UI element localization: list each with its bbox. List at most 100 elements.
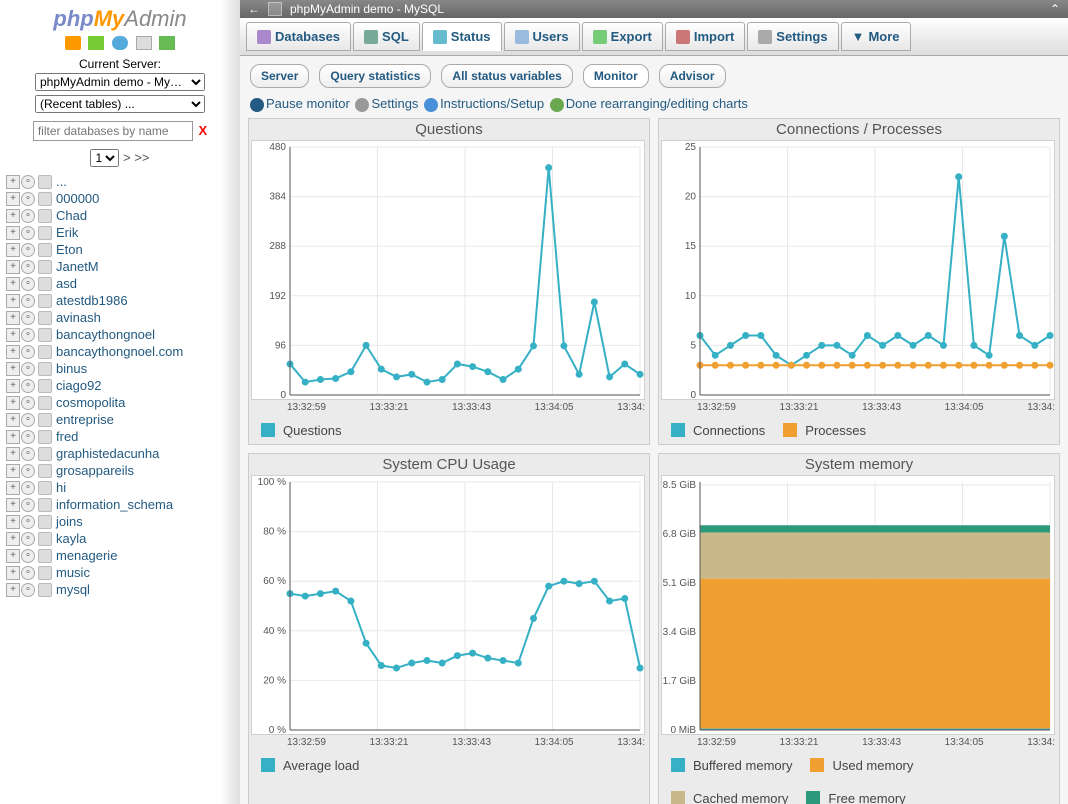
expand-icon[interactable]: + (6, 328, 20, 342)
link-icon[interactable]: ∘ (21, 362, 35, 376)
expand-icon[interactable]: + (6, 192, 20, 206)
link-icon[interactable]: ∘ (21, 345, 35, 359)
link-icon[interactable]: ∘ (21, 243, 35, 257)
database-name[interactable]: Chad (56, 208, 87, 223)
link-icon[interactable]: ∘ (21, 481, 35, 495)
expand-icon[interactable]: + (6, 277, 20, 291)
link-icon[interactable]: ∘ (21, 498, 35, 512)
database-name[interactable]: Erik (56, 225, 78, 240)
link-icon[interactable]: ∘ (21, 430, 35, 444)
expand-icon[interactable]: + (6, 549, 20, 563)
tab-export[interactable]: Export (582, 22, 663, 51)
database-name[interactable]: hi (56, 480, 66, 495)
link-icon[interactable]: ∘ (21, 515, 35, 529)
expand-icon[interactable]: + (6, 175, 20, 189)
database-name[interactable]: music (56, 565, 90, 580)
database-name[interactable]: joins (56, 514, 83, 529)
database-name[interactable]: bancaythongnoel.com (56, 344, 183, 359)
database-name[interactable]: menagerie (56, 548, 117, 563)
expand-icon[interactable]: + (6, 566, 20, 580)
done-rearranging-link[interactable]: Done rearranging/editing charts (566, 96, 748, 111)
tab-status[interactable]: Status (422, 22, 502, 51)
database-name[interactable]: atestdb1986 (56, 293, 128, 308)
instructions-link[interactable]: Instructions/Setup (440, 96, 544, 111)
link-icon[interactable]: ∘ (21, 379, 35, 393)
database-name[interactable]: information_schema (56, 497, 173, 512)
subtab-monitor[interactable]: Monitor (583, 64, 649, 88)
link-icon[interactable]: ∘ (21, 413, 35, 427)
expand-icon[interactable]: + (6, 311, 20, 325)
database-name[interactable]: Eton (56, 242, 83, 257)
link-icon[interactable]: ∘ (21, 209, 35, 223)
database-name[interactable]: mysql (56, 582, 90, 597)
database-name[interactable]: bancaythongnoel (56, 327, 155, 342)
database-name[interactable]: ciago92 (56, 378, 102, 393)
link-icon[interactable]: ∘ (21, 566, 35, 580)
link-icon[interactable]: ∘ (21, 532, 35, 546)
tab-databases[interactable]: Databases (246, 22, 351, 51)
expand-icon[interactable]: + (6, 515, 20, 529)
link-icon[interactable]: ∘ (21, 192, 35, 206)
link-icon[interactable]: ∘ (21, 277, 35, 291)
database-name[interactable]: binus (56, 361, 87, 376)
refresh-icon[interactable] (159, 36, 175, 50)
back-icon[interactable]: ← (248, 2, 260, 16)
logo[interactable]: phpMyAdmin (6, 6, 234, 32)
pause-monitor-link[interactable]: Pause monitor (266, 96, 350, 111)
tab-more[interactable]: ▼More (841, 22, 911, 51)
link-icon[interactable]: ∘ (21, 226, 35, 240)
link-icon[interactable]: ∘ (21, 549, 35, 563)
expand-icon[interactable]: + (6, 345, 20, 359)
tab-sql[interactable]: SQL (353, 22, 420, 51)
link-icon[interactable]: ∘ (21, 311, 35, 325)
subtab-query-statistics[interactable]: Query statistics (319, 64, 431, 88)
server-select[interactable]: phpMyAdmin demo - My… (35, 73, 205, 91)
expand-icon[interactable]: + (6, 447, 20, 461)
subtab-all-status-variables[interactable]: All status variables (441, 64, 572, 88)
database-name[interactable]: fred (56, 429, 78, 444)
link-icon[interactable]: ∘ (21, 583, 35, 597)
link-icon[interactable]: ∘ (21, 447, 35, 461)
expand-icon[interactable]: + (6, 481, 20, 495)
expand-icon[interactable]: + (6, 464, 20, 478)
filter-databases-input[interactable] (33, 121, 193, 141)
expand-icon[interactable]: + (6, 226, 20, 240)
database-name[interactable]: cosmopolita (56, 395, 125, 410)
page-select[interactable]: 1 (90, 149, 119, 167)
expand-icon[interactable]: + (6, 294, 20, 308)
expand-icon[interactable]: + (6, 413, 20, 427)
expand-icon[interactable]: + (6, 362, 20, 376)
expand-icon[interactable]: + (6, 532, 20, 546)
logout-icon[interactable] (88, 36, 104, 50)
recent-tables-select[interactable]: (Recent tables) ... (35, 95, 205, 113)
filter-clear-icon[interactable]: X (198, 123, 207, 138)
link-icon[interactable]: ∘ (21, 175, 35, 189)
expand-icon[interactable]: + (6, 498, 20, 512)
database-name[interactable]: ... (56, 174, 67, 189)
database-name[interactable]: kayla (56, 531, 86, 546)
settings-link[interactable]: Settings (371, 96, 418, 111)
sql-icon[interactable] (136, 36, 152, 50)
database-name[interactable]: entreprise (56, 412, 114, 427)
database-name[interactable]: 000000 (56, 191, 99, 206)
tab-settings[interactable]: Settings (747, 22, 838, 51)
link-icon[interactable]: ∘ (21, 464, 35, 478)
subtab-advisor[interactable]: Advisor (659, 64, 726, 88)
link-icon[interactable]: ∘ (21, 396, 35, 410)
database-name[interactable]: avinash (56, 310, 101, 325)
database-name[interactable]: grosappareils (56, 463, 134, 478)
expand-icon[interactable]: + (6, 243, 20, 257)
subtab-server[interactable]: Server (250, 64, 309, 88)
tab-users[interactable]: Users (504, 22, 580, 51)
link-icon[interactable]: ∘ (21, 328, 35, 342)
expand-icon[interactable]: + (6, 396, 20, 410)
pager-next[interactable]: > >> (123, 150, 149, 165)
database-name[interactable]: graphistedacunha (56, 446, 159, 461)
expand-icon[interactable]: + (6, 379, 20, 393)
home-icon[interactable] (65, 36, 81, 50)
tab-import[interactable]: Import (665, 22, 745, 51)
expand-icon[interactable]: + (6, 209, 20, 223)
link-icon[interactable]: ∘ (21, 260, 35, 274)
link-icon[interactable]: ∘ (21, 294, 35, 308)
database-name[interactable]: asd (56, 276, 77, 291)
